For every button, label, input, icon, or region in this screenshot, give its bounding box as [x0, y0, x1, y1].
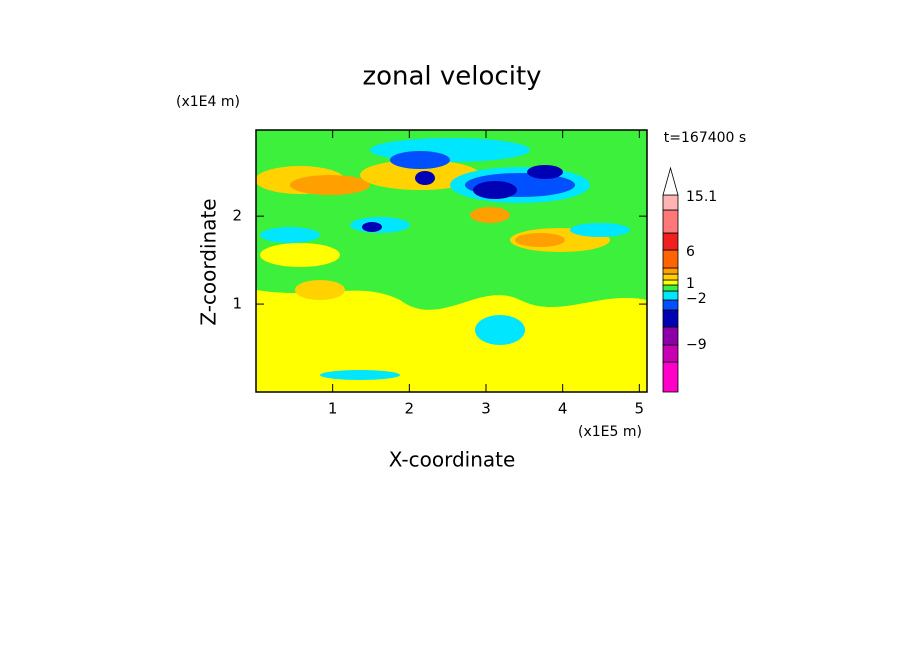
- colorbar-segment: [662, 209, 679, 234]
- colorbar-label: 15.1: [686, 189, 717, 205]
- y-tick-label: 1: [232, 295, 242, 313]
- colorbar-label: 6: [686, 244, 695, 260]
- colorbar-segment: [662, 309, 679, 328]
- colorbar-segment: [662, 194, 679, 211]
- chart-title: zonal velocity: [362, 62, 541, 92]
- y-tick-label: 2: [232, 207, 242, 225]
- colorbar-segment: [662, 232, 679, 251]
- colorbar-segment: [662, 344, 679, 363]
- colorbar-label: 1: [686, 276, 695, 292]
- x-axis-label: X-coordinate: [389, 448, 516, 472]
- colorbar-segment: [662, 273, 679, 281]
- x-tick-label: 1: [328, 400, 338, 418]
- x-tick-label: 3: [481, 400, 491, 418]
- colorbar-label: −9: [686, 337, 707, 353]
- colorbar-segment: [662, 284, 679, 292]
- colorbar-extension: [662, 166, 679, 196]
- colorbar-segment: [662, 299, 679, 311]
- colorbar-segment: [662, 267, 679, 275]
- colorbar-segment: [662, 290, 679, 301]
- x-unit: (x1E5 m): [578, 424, 642, 440]
- colorbar-segment: [662, 279, 679, 286]
- x-tick-label: 4: [558, 400, 568, 418]
- colorbar-segment: [662, 326, 679, 346]
- time-label: t=167400 s: [664, 130, 746, 146]
- colorbar-label: −2: [686, 291, 707, 307]
- plot-frame: [255, 129, 648, 393]
- y-unit: (x1E4 m): [176, 94, 240, 110]
- y-axis-label: Z-coordinate: [197, 198, 221, 325]
- x-tick-label: 5: [635, 400, 645, 418]
- colorbar-segment: [662, 249, 679, 269]
- contour-field: [256, 130, 647, 392]
- colorbar-segment: [662, 361, 679, 393]
- x-tick-label: 2: [405, 400, 415, 418]
